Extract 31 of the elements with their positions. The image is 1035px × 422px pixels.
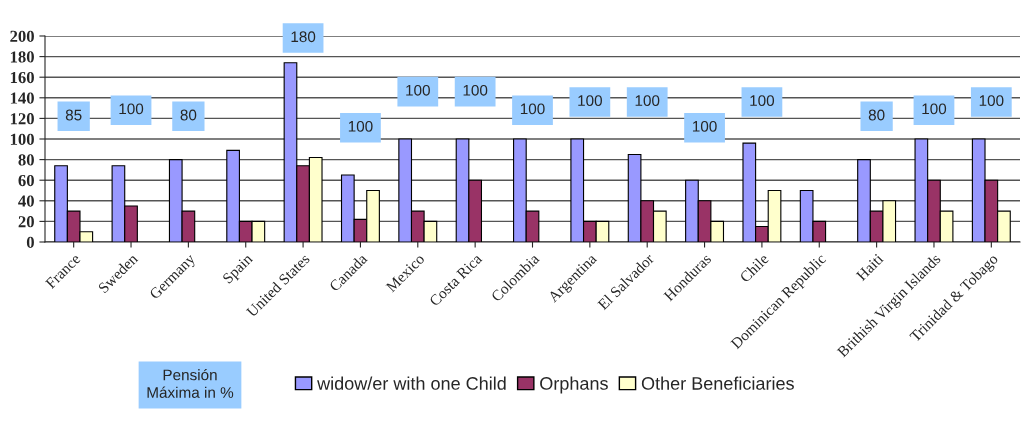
y-tick-label: 40 [18,195,34,207]
annotation: 100 [635,95,660,107]
y-tick-label: 60 [18,174,34,187]
y-tick-label: 140 [10,92,34,104]
legend-label: widow/er with one Child [317,376,506,390]
annotation: 100 [979,95,1004,107]
annotation: 80 [180,109,197,121]
legend-label: Other Beneficiaries [641,376,794,390]
annotation: 180 [291,31,316,43]
y-tick-label: 180 [10,51,34,63]
y-tick-label: 20 [18,216,34,228]
annotation: 100 [578,95,602,107]
annotation: 100 [406,84,430,96]
y-tick-label: 160 [10,71,34,84]
y-tick-label: 200 [10,30,34,42]
annotation: 85 [65,109,82,121]
annotation: 100 [520,103,545,115]
y-tick-label: 120 [10,113,34,125]
annotation: 80 [868,109,885,121]
annotation: 100 [750,95,775,107]
y-tick-label: 100 [10,133,34,145]
y-tick-label: 0 [26,236,34,248]
legend-label: Orphans [540,376,608,394]
y-tick-label: 80 [18,154,34,166]
annotation: 100 [348,120,373,132]
x-tick-label: Chile [738,252,770,283]
text: Pensión Máxima in % [147,368,234,398]
annotation: 100 [922,103,947,115]
annotation: 100 [692,120,717,132]
annotation: 100 [463,84,488,96]
annotation: 100 [119,103,144,115]
